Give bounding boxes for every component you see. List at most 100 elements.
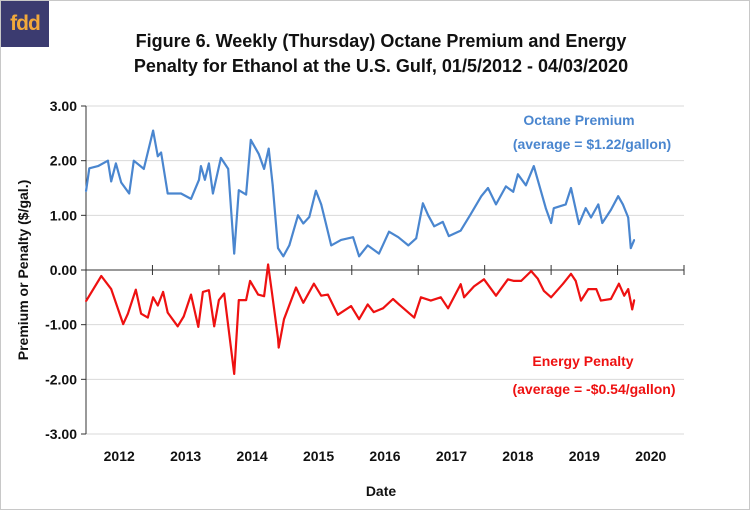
octane-premium-point bbox=[297, 214, 299, 217]
octane-premium-point bbox=[237, 189, 240, 192]
energy-penalty-point bbox=[483, 278, 485, 281]
energy-penalty-point bbox=[320, 294, 323, 297]
energy-penalty-point bbox=[574, 280, 577, 282]
octane-premium-point bbox=[552, 207, 555, 210]
energy-penalty-point bbox=[392, 298, 394, 300]
energy-penalty-point bbox=[152, 296, 155, 299]
octane-premium-point bbox=[330, 244, 333, 247]
octane-premium-point bbox=[204, 178, 206, 181]
octane-premium-point bbox=[208, 162, 210, 165]
energy-penalty-point bbox=[134, 288, 137, 291]
y-tick-label: -1.00 bbox=[45, 317, 77, 333]
energy-penalty-point bbox=[447, 307, 450, 310]
y-tick-label: 2.00 bbox=[50, 153, 77, 169]
x-tick-label: 2017 bbox=[436, 448, 467, 464]
octane-premium-point bbox=[629, 247, 632, 250]
octane-premium-point bbox=[516, 173, 519, 176]
x-tick-label: 2018 bbox=[502, 448, 533, 464]
energy-penalty-point bbox=[146, 316, 149, 319]
energy-penalty-point bbox=[550, 296, 553, 299]
chart-title-line1: Figure 6. Weekly (Thursday) Octane Premi… bbox=[135, 31, 627, 51]
octane-premium-point bbox=[447, 235, 450, 238]
octane-premium-point bbox=[314, 189, 317, 192]
energy-penalty-point bbox=[627, 288, 630, 291]
octane-premium-point bbox=[120, 181, 123, 184]
octane-premium-point bbox=[584, 207, 587, 210]
energy-penalty-point bbox=[85, 300, 87, 303]
energy-penalty-point bbox=[313, 282, 315, 285]
x-tick-label: 2015 bbox=[303, 448, 334, 464]
octane-premium-point bbox=[590, 216, 592, 219]
energy-penalty-point bbox=[633, 299, 636, 301]
energy-penalty-point bbox=[595, 288, 598, 291]
octane-premium-point bbox=[570, 187, 572, 189]
y-tick-label: -2.00 bbox=[45, 371, 77, 387]
octane-premium-point bbox=[115, 162, 117, 165]
octane-premium-point bbox=[610, 208, 612, 211]
energy-penalty-point bbox=[570, 272, 572, 275]
octane-premium-point bbox=[180, 192, 182, 195]
energy-penalty-point bbox=[257, 293, 259, 296]
energy-penalty-point bbox=[176, 325, 179, 328]
energy-penalty-point bbox=[277, 346, 280, 349]
octane-premium-point bbox=[257, 153, 260, 156]
octane-premium-point bbox=[407, 244, 410, 247]
octane-premium-point bbox=[352, 236, 355, 239]
octane-premium-point bbox=[505, 185, 507, 188]
octane-premium-point bbox=[198, 178, 200, 181]
octane-premium-point bbox=[233, 252, 236, 255]
octane-premium-point bbox=[441, 220, 444, 223]
energy-penalty-point bbox=[336, 313, 339, 316]
octane-premium-point bbox=[617, 195, 620, 198]
x-axis-label: Date bbox=[366, 483, 397, 499]
y-tick-label: 1.00 bbox=[50, 207, 77, 223]
energy-penalty-point bbox=[326, 293, 329, 296]
energy-penalty-point bbox=[295, 286, 297, 289]
octane-premium-point bbox=[249, 138, 252, 141]
octane-premium-point bbox=[128, 192, 131, 195]
x-tick-label: 2013 bbox=[170, 448, 201, 464]
energy-penalty-point bbox=[530, 270, 533, 272]
octane-premium-point bbox=[512, 190, 515, 193]
energy-penalty-point bbox=[267, 263, 269, 266]
x-tick-label: 2020 bbox=[635, 448, 666, 464]
octane-premium-point bbox=[263, 167, 265, 170]
energy-penalty-point bbox=[190, 293, 192, 296]
y-axis-label: Premium or Penalty ($/gal.) bbox=[15, 180, 31, 361]
octane-premium-point bbox=[132, 159, 135, 162]
octane-premium-point bbox=[421, 202, 424, 205]
octane-premium-point bbox=[110, 180, 113, 183]
fdd-logo: fdd bbox=[1, 1, 49, 47]
energy-penalty-point bbox=[562, 282, 564, 285]
octane-premium-point bbox=[564, 203, 567, 206]
energy-penalty-point bbox=[413, 316, 416, 319]
energy-penalty-point bbox=[459, 283, 462, 286]
energy-penalty-point bbox=[372, 311, 375, 313]
energy-penalty-point bbox=[197, 325, 200, 328]
octane-premium-point bbox=[378, 252, 380, 255]
energy-penalty-point bbox=[263, 295, 265, 298]
octane-premium-point bbox=[190, 198, 192, 200]
octane-premium-point bbox=[88, 167, 91, 170]
energy-penalty-point bbox=[271, 292, 273, 294]
octane-premium-point bbox=[524, 184, 527, 187]
octane-premium-point bbox=[267, 147, 270, 150]
octane-premium-point bbox=[550, 222, 553, 224]
energy-penalty-point bbox=[249, 280, 252, 282]
energy-penalty-point bbox=[202, 290, 204, 293]
energy-penalty-point bbox=[223, 292, 226, 295]
octane-premium-point bbox=[469, 213, 472, 216]
energy-penalty-point bbox=[463, 296, 465, 299]
energy-penalty-point bbox=[217, 299, 220, 301]
energy-penalty-point bbox=[419, 296, 422, 299]
octane-premium-point bbox=[601, 222, 604, 224]
energy-penalty-point bbox=[245, 299, 248, 301]
energy-penalty-point bbox=[100, 275, 103, 277]
energy-penalty-point bbox=[513, 280, 515, 282]
energy-penalty-point bbox=[126, 312, 129, 315]
energy-penalty-point bbox=[182, 315, 185, 318]
energy-penalty-point bbox=[429, 299, 432, 302]
energy-penalty-point bbox=[233, 372, 236, 375]
energy-penalty-point bbox=[213, 325, 216, 328]
